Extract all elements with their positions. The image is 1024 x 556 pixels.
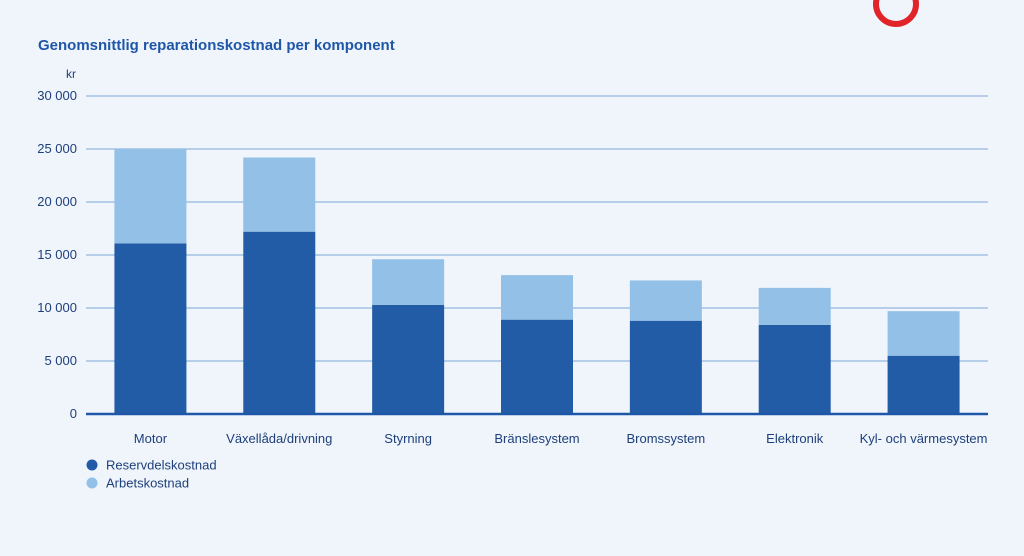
y-tick-label: 20 000 — [37, 194, 77, 209]
y-tick-label: 25 000 — [37, 141, 77, 156]
bar-segment-arbete — [887, 311, 960, 356]
legend-label: Reservdelskostnad — [106, 458, 217, 473]
bar-segment-arbete — [501, 275, 573, 320]
bars — [114, 149, 960, 414]
chart-title: Genomsnittlig reparationskostnad per kom… — [38, 37, 395, 54]
y-tick-label: 5 000 — [44, 353, 77, 368]
bar-segment-reservdel — [372, 304, 445, 414]
x-category-label: Kyl- och värmesystem — [860, 431, 988, 446]
y-tick-label: 10 000 — [37, 300, 77, 315]
gridlines — [86, 95, 988, 362]
legend-marker — [86, 459, 98, 471]
bar-segment-arbete — [243, 157, 316, 232]
bar-segment-arbete — [114, 149, 187, 244]
y-axis-unit: kr — [66, 67, 76, 81]
bar-segment-reservdel — [887, 355, 960, 414]
y-tick-label: 15 000 — [37, 247, 77, 262]
category-labels: Motor Växellåda/drivning Styrning Bränslesy… — [134, 431, 988, 446]
legend-marker — [86, 477, 98, 489]
legend: Reservdelskostnad Arbetskostnad — [86, 458, 217, 491]
legend-label: Arbetskostnad — [106, 476, 189, 491]
bar-segment-reservdel — [114, 243, 187, 414]
y-tick-label: 0 — [70, 406, 77, 421]
bar-segment-reservdel — [758, 324, 831, 414]
bar-segment-arbete — [629, 280, 702, 321]
x-category-label: Motor — [134, 431, 168, 446]
x-category-label: Bränslesystem — [494, 431, 579, 446]
x-category-label: Bromssystem — [626, 431, 705, 446]
bar-segment-reservdel — [629, 320, 702, 414]
x-category-label: Styrning — [384, 431, 432, 446]
x-category-label: Växellåda/drivning — [226, 431, 332, 446]
bar-segment-reservdel — [501, 319, 573, 414]
x-category-label: Elektronik — [766, 431, 824, 446]
logo-ring-icon — [873, 0, 919, 27]
bar-segment-arbete — [758, 287, 831, 325]
bar-segment-arbete — [372, 259, 445, 305]
bar-segment-reservdel — [243, 231, 316, 414]
y-tick-label: 30 000 — [37, 88, 77, 103]
y-axis-ticks: 0 5 000 10 000 15 000 20 000 25 000 30 000 — [37, 88, 77, 421]
